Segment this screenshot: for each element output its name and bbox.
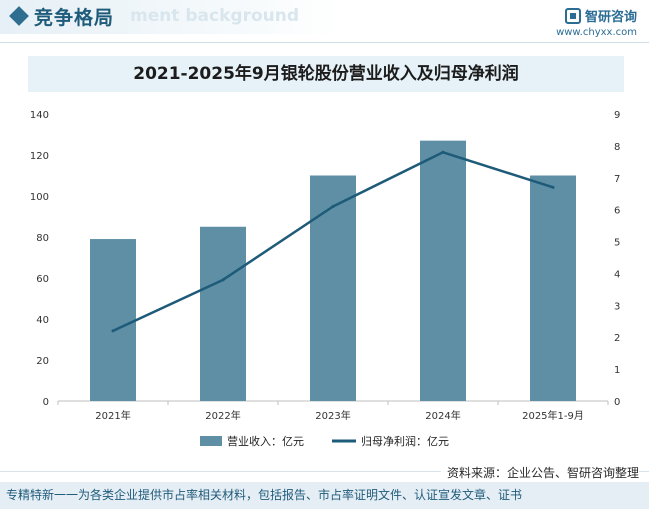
brand-url: www.chyxx.com	[556, 27, 637, 38]
bar-series	[90, 140, 576, 401]
line-series	[111, 150, 555, 333]
left-axis-tick-label: 0	[43, 397, 49, 408]
header: ment background 竞争格局 智研咨询 www.chyxx.com	[0, 0, 649, 44]
x-axis-tick-label: 2024年	[425, 409, 460, 422]
tagline: 专精特新一一为各类企业提供市占率相关材料，包括报告、市占率证明文件、认证宣发文章…	[6, 488, 523, 502]
bar	[90, 239, 136, 401]
section-title-background	[0, 0, 340, 34]
line-point	[221, 278, 225, 282]
right-axis-tick-label: 5	[614, 238, 620, 249]
bar	[200, 226, 246, 401]
bar	[310, 175, 356, 401]
left-axis-tick-label: 100	[30, 192, 49, 203]
right-axis-tick-label: 6	[614, 206, 620, 217]
left-axis-tick-label: 60	[36, 274, 49, 285]
x-axis: 2021年 2022年 2023年 2024年 2025年1-9月	[57, 401, 609, 422]
legend-swatch-bar	[200, 436, 222, 446]
right-axis-tick-label: 4	[614, 269, 620, 280]
right-axis-tick-label: 0	[614, 397, 620, 408]
legend: 营业收入：亿元 归母净利润：亿元	[200, 434, 449, 448]
x-axis-tick-label: 2022年	[205, 409, 240, 422]
left-axis-tick-label: 80	[36, 233, 49, 244]
left-axis-tick-label: 120	[30, 151, 49, 162]
right-axis: 0 1 2 3 4 5 6 7 8 9	[614, 110, 620, 408]
line-point	[551, 185, 555, 189]
right-axis-tick-label: 8	[614, 142, 620, 153]
legend-label-line: 归母净利润：亿元	[361, 434, 449, 448]
legend-label-bar: 营业收入：亿元	[227, 434, 304, 448]
line-point	[111, 329, 115, 333]
section-title: 竞争格局	[34, 7, 115, 29]
right-axis-tick-label: 2	[614, 333, 620, 344]
right-axis-tick-label: 7	[614, 174, 620, 185]
x-axis-tick-label: 2023年	[315, 409, 350, 422]
left-axis-tick-label: 140	[30, 110, 49, 121]
chart-title-background	[28, 56, 624, 92]
header-watermark-text: ment background	[130, 6, 300, 26]
footer-divider	[0, 471, 649, 472]
x-axis-tick-label: 2021年	[95, 409, 130, 422]
bottom-banner	[0, 482, 649, 509]
brand-name: 智研咨询	[584, 10, 637, 25]
brand-logo-icon	[564, 7, 581, 24]
bar	[530, 175, 576, 401]
source-note: 资料来源：企业公告、智研咨询整理	[440, 464, 639, 481]
right-axis-tick-label: 9	[614, 110, 620, 121]
left-axis: 0 20 40 60 80 100 120 140	[30, 110, 49, 408]
right-axis-tick-label: 1	[614, 365, 620, 376]
line-point	[331, 204, 335, 208]
header-divider	[0, 42, 649, 43]
bar	[420, 140, 466, 401]
brand[interactable]: 智研咨询 www.chyxx.com	[556, 6, 637, 38]
chart-title: 2021-2025年9月银轮股份营业收入及归母净利润	[133, 64, 519, 84]
right-axis-tick-label: 3	[614, 301, 620, 312]
line-point	[441, 150, 445, 154]
left-axis-tick-label: 20	[36, 356, 49, 367]
left-axis-tick-label: 40	[36, 315, 49, 326]
x-axis-tick-label: 2025年1-9月	[522, 409, 584, 422]
